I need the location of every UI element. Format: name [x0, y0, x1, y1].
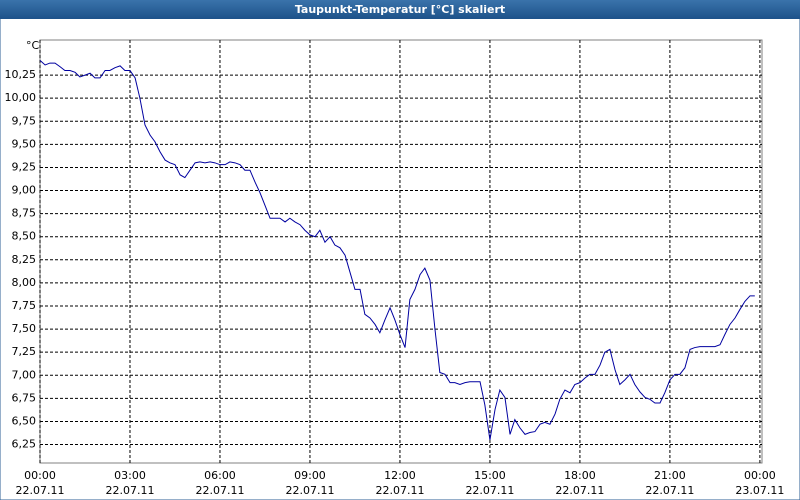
data-line [39, 59, 755, 440]
x-tick-date: 22.07.11 [195, 484, 244, 497]
y-tick-label: 6,50 [12, 414, 37, 427]
y-unit: °C [26, 39, 40, 52]
x-tick-label: 15:00 [474, 469, 506, 482]
title-bar [0, 0, 800, 19]
x-tick-label: 09:00 [294, 469, 326, 482]
y-tick-label: 7,50 [12, 322, 37, 335]
x-tick-date: 22.07.11 [285, 484, 334, 497]
y-tick-label: 6,75 [12, 391, 37, 404]
x-tick-date: 22.07.11 [465, 484, 514, 497]
x-tick-label: 00:00 [744, 469, 776, 482]
x-tick-label: 00:00 [24, 469, 56, 482]
x-tick-date: 22.07.11 [375, 484, 424, 497]
x-tick-date: 22.07.11 [645, 484, 694, 497]
x-tick-label: 21:00 [654, 469, 686, 482]
x-tick-label: 12:00 [384, 469, 416, 482]
y-tick-label: 9,50 [12, 137, 37, 150]
y-tick-label: 10,00 [5, 91, 37, 104]
x-tick-label: 06:00 [204, 469, 236, 482]
y-tick-label: 9,25 [12, 160, 37, 173]
y-tick-label: 8,50 [12, 230, 37, 243]
y-tick-label: 7,00 [12, 368, 37, 381]
chart-title: Taupunkt-Temperatur [°C] skaliert [295, 3, 505, 16]
x-tick-date: 23.07.11 [735, 484, 784, 497]
y-tick-label: 8,75 [12, 207, 37, 220]
y-tick-label: 6,25 [12, 438, 37, 451]
y-tick-label: 9,00 [12, 184, 37, 197]
y-tick-label: 8,00 [12, 276, 37, 289]
x-tick-date: 22.07.11 [16, 484, 65, 497]
x-tick-date: 22.07.11 [555, 484, 604, 497]
y-tick-label: 7,25 [12, 345, 37, 358]
y-tick-label: 9,75 [12, 114, 37, 127]
x-tick-date: 22.07.11 [105, 484, 154, 497]
y-tick-label: 7,75 [12, 299, 37, 312]
y-tick-label: 8,25 [12, 253, 37, 266]
x-tick-label: 18:00 [564, 469, 596, 482]
x-tick-label: 03:00 [114, 469, 146, 482]
y-tick-label: 10,25 [5, 68, 37, 81]
